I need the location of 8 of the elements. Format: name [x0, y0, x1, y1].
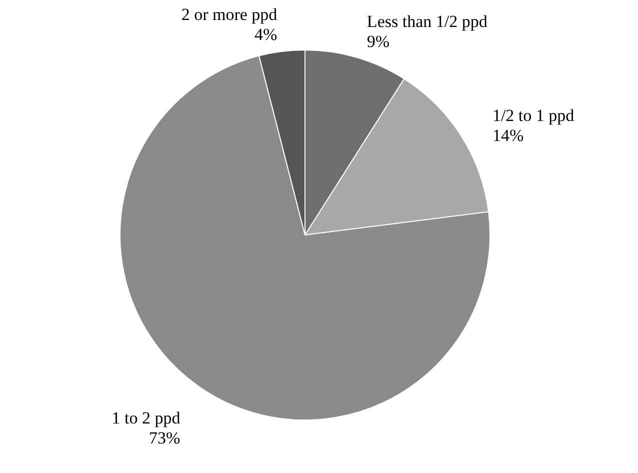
data-label: 14% [492, 126, 524, 146]
slice-label: Less than 1/2 ppd [366, 12, 488, 31]
slice-label: 1/2 to 1 ppd [492, 106, 575, 126]
slice-label: 1 to 2 ppd [112, 408, 181, 428]
slice-label: 2 or more ppd [181, 4, 278, 24]
data-label: 4% [254, 24, 278, 44]
data-label: 9% [366, 32, 390, 51]
data-label: 73% [149, 428, 180, 448]
